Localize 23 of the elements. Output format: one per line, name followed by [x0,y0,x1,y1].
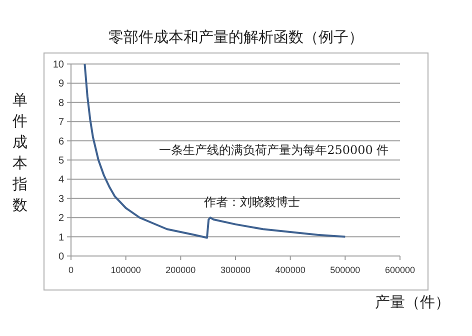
y-tick-label: 6 [58,136,64,148]
y-tick-label: 4 [58,174,64,186]
chart-title: 零部件成本和产量的解析函数（例子） [108,28,364,46]
y-axis-title: 单件成本指数 [12,91,28,214]
annotation: 一条生产线的满负荷产量为每年250000 件 [159,143,389,158]
y-tick-label: 5 [58,156,64,166]
x-tick-label: 400000 [275,265,306,275]
y-tick-label: 10 [52,60,64,70]
y-tick-label: 7 [58,117,64,128]
y-tick-label: 2 [58,213,64,224]
y-tick-label: 3 [58,194,64,205]
y-tick-label: 8 [58,98,64,109]
y-tick-label: 1 [58,232,64,244]
x-tick-label: 600000 [384,265,416,275]
y-tick-label: 0 [58,252,64,262]
annotation: 作者：刘晓毅博士 [202,195,300,210]
x-tick-label: 300000 [220,265,251,275]
x-tick-label: 500000 [330,265,360,275]
y-tick-label: 9 [58,78,64,90]
x-tick-label: 100000 [110,265,141,275]
x-tick-label: 0 [68,265,74,275]
x-axis-title: 产量（件） [375,293,450,311]
x-tick-label: 200000 [166,265,196,275]
